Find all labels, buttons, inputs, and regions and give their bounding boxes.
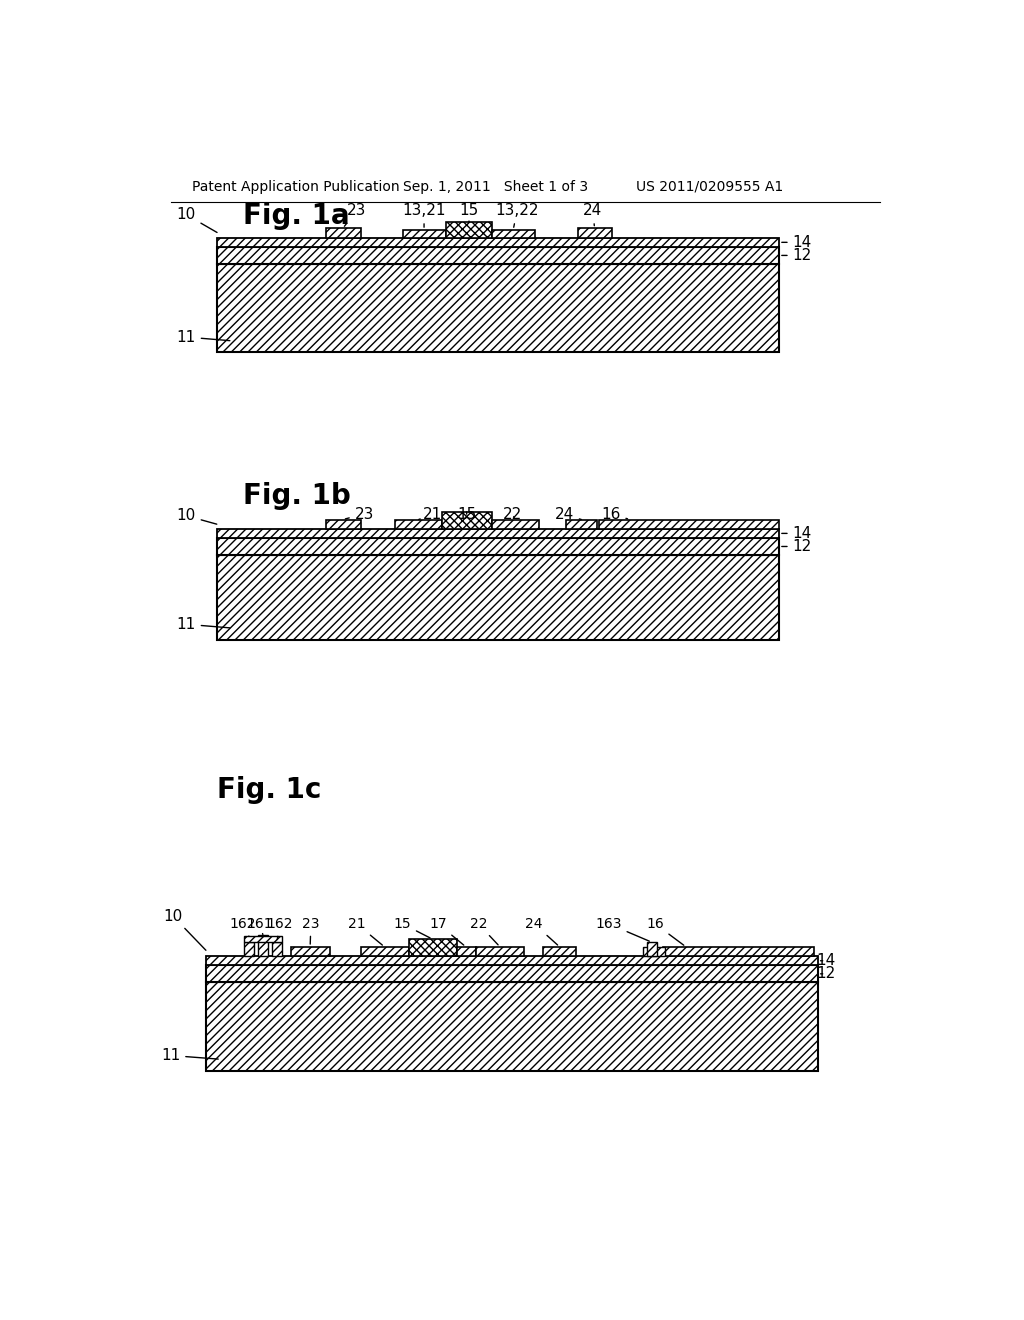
Bar (578, 228, 612, 238)
Text: Sep. 1, 2011   Sheet 1 of 3: Sep. 1, 2011 Sheet 1 of 3 (403, 180, 588, 194)
Text: 13,21: 13,21 (402, 203, 445, 227)
Bar (544, 946, 575, 956)
Text: 12: 12 (781, 248, 812, 263)
Bar (493, 520, 539, 529)
Text: 10: 10 (163, 908, 206, 950)
Text: Patent Application Publication: Patent Application Publication (191, 180, 399, 194)
Bar (217, 247, 779, 264)
Text: 24: 24 (555, 507, 582, 521)
Text: 22: 22 (503, 507, 522, 521)
Bar (442, 512, 493, 529)
Text: 162: 162 (266, 917, 293, 940)
Text: 15: 15 (457, 507, 476, 521)
Bar (217, 529, 779, 539)
Text: 14: 14 (781, 525, 812, 541)
Bar (217, 554, 779, 640)
Text: Fig. 1a: Fig. 1a (243, 202, 349, 230)
Bar (217, 264, 779, 352)
Text: 22: 22 (470, 917, 498, 945)
Text: 163: 163 (595, 917, 649, 941)
Bar (245, 942, 254, 956)
Bar (647, 942, 657, 956)
Text: 24: 24 (584, 203, 603, 226)
Bar (445, 222, 493, 238)
Text: 162: 162 (229, 917, 256, 936)
Bar (599, 520, 779, 529)
Bar (217, 238, 779, 247)
Bar (409, 940, 457, 956)
Text: 11: 11 (176, 616, 229, 632)
Text: 13,22: 13,22 (496, 203, 539, 227)
Text: 16: 16 (646, 917, 684, 945)
Text: 23: 23 (302, 917, 319, 944)
Bar (326, 520, 360, 529)
Bar (206, 956, 818, 965)
Text: 21: 21 (419, 507, 442, 521)
Text: 23: 23 (344, 203, 367, 226)
Bar (245, 936, 283, 942)
Text: 21: 21 (348, 917, 382, 945)
Bar (643, 946, 665, 956)
Text: 15: 15 (460, 203, 478, 222)
Text: 24: 24 (525, 917, 558, 945)
Bar (457, 946, 476, 956)
Text: 16: 16 (601, 507, 628, 521)
Bar (663, 946, 814, 956)
Bar (206, 982, 818, 1071)
Bar (272, 942, 283, 956)
Bar (395, 520, 442, 529)
Bar (566, 520, 597, 529)
Text: 10: 10 (176, 207, 217, 232)
Text: Fig. 1c: Fig. 1c (217, 776, 322, 804)
Text: 12: 12 (781, 539, 812, 554)
Bar (326, 228, 360, 238)
Text: 15: 15 (393, 917, 430, 939)
Text: Fig. 1b: Fig. 1b (243, 482, 350, 510)
Text: 10: 10 (176, 508, 217, 524)
Bar (493, 230, 535, 238)
Bar (476, 946, 524, 956)
Bar (258, 935, 268, 956)
Text: 23: 23 (345, 507, 374, 521)
Text: 14: 14 (816, 953, 836, 969)
Text: 161: 161 (247, 917, 273, 935)
Text: 14: 14 (781, 235, 812, 249)
Text: 12: 12 (816, 966, 836, 981)
Bar (291, 946, 330, 956)
Bar (206, 965, 818, 982)
Text: 11: 11 (161, 1048, 218, 1063)
Bar (360, 946, 409, 956)
Text: US 2011/0209555 A1: US 2011/0209555 A1 (636, 180, 783, 194)
Bar (217, 539, 779, 554)
Bar (403, 230, 445, 238)
Text: 11: 11 (176, 330, 229, 345)
Text: 17: 17 (429, 917, 464, 945)
